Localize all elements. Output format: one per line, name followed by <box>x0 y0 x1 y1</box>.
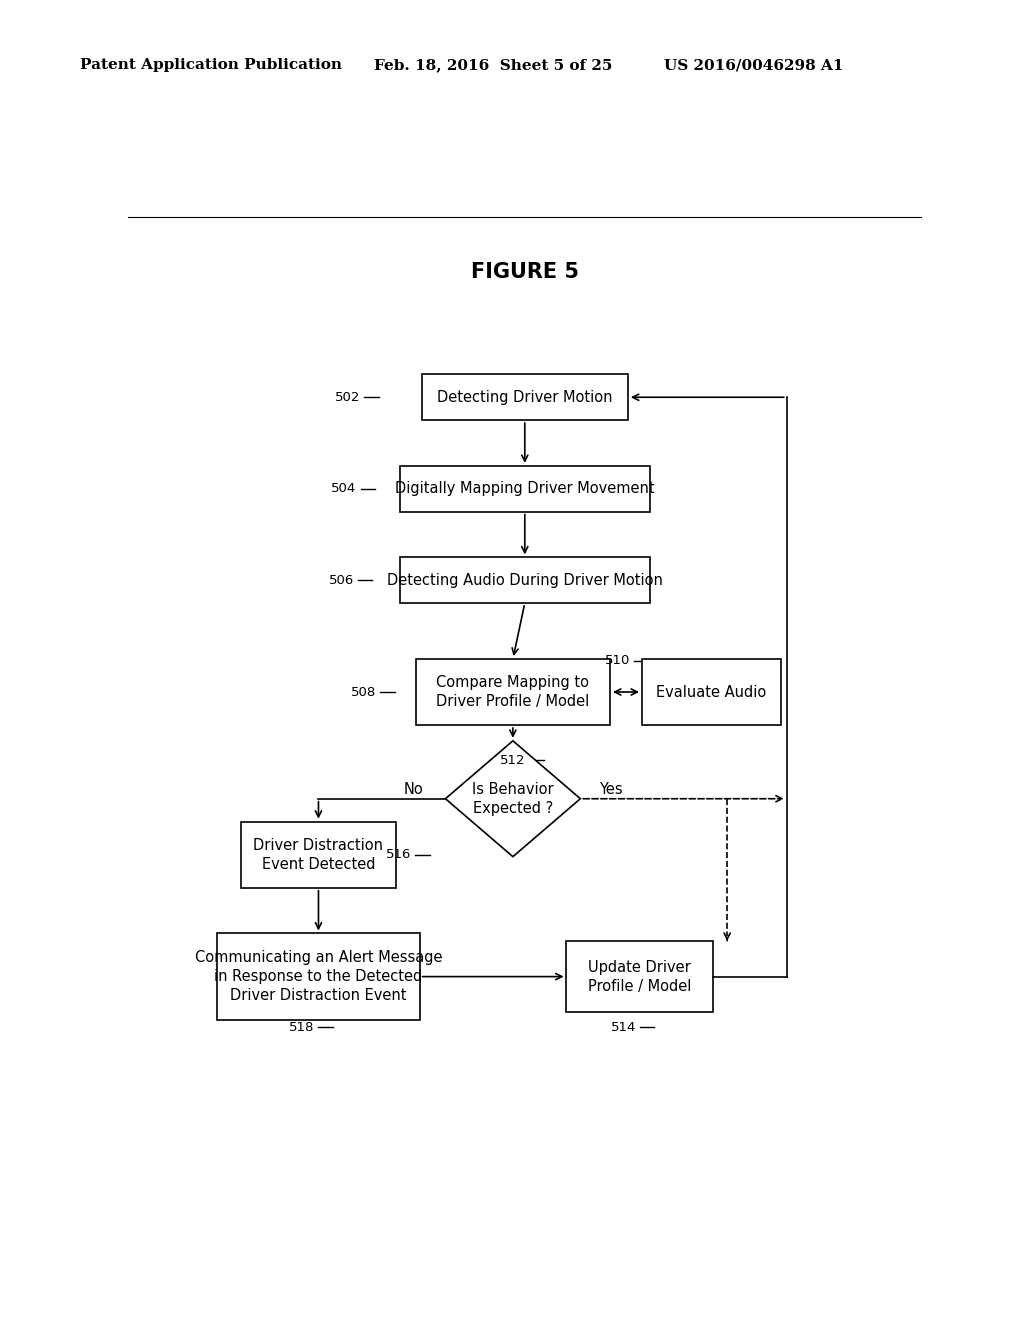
Text: Communicating an Alert Message
in Response to the Detected
Driver Distraction Ev: Communicating an Alert Message in Respon… <box>195 950 442 1003</box>
FancyBboxPatch shape <box>416 659 610 725</box>
Text: US 2016/0046298 A1: US 2016/0046298 A1 <box>664 58 843 73</box>
Text: Evaluate Audio: Evaluate Audio <box>656 685 766 700</box>
Text: 518: 518 <box>289 1020 314 1034</box>
Text: Detecting Driver Motion: Detecting Driver Motion <box>437 389 612 405</box>
Text: Detecting Audio During Driver Motion: Detecting Audio During Driver Motion <box>387 573 663 587</box>
FancyBboxPatch shape <box>422 375 628 420</box>
FancyBboxPatch shape <box>642 659 780 725</box>
Text: Patent Application Publication: Patent Application Publication <box>80 58 342 73</box>
Text: 502: 502 <box>335 391 360 404</box>
Text: Yes: Yes <box>599 781 623 797</box>
Text: 514: 514 <box>610 1020 636 1034</box>
Text: Compare Mapping to
Driver Profile / Model: Compare Mapping to Driver Profile / Mode… <box>436 675 590 709</box>
FancyBboxPatch shape <box>399 557 650 603</box>
Text: 510: 510 <box>605 653 631 667</box>
Text: No: No <box>403 781 424 797</box>
Text: 508: 508 <box>351 685 377 698</box>
Text: Is Behavior
Expected ?: Is Behavior Expected ? <box>472 781 554 816</box>
Text: 506: 506 <box>329 574 354 586</box>
Text: Driver Distraction
Event Detected: Driver Distraction Event Detected <box>254 837 383 871</box>
FancyBboxPatch shape <box>217 933 420 1020</box>
FancyBboxPatch shape <box>566 941 714 1012</box>
Text: 516: 516 <box>386 849 412 861</box>
Text: 512: 512 <box>500 754 525 767</box>
FancyBboxPatch shape <box>241 821 396 887</box>
Text: FIGURE 5: FIGURE 5 <box>471 263 579 282</box>
Text: Feb. 18, 2016  Sheet 5 of 25: Feb. 18, 2016 Sheet 5 of 25 <box>374 58 612 73</box>
FancyBboxPatch shape <box>399 466 650 512</box>
Text: 504: 504 <box>332 482 356 495</box>
Text: Update Driver
Profile / Model: Update Driver Profile / Model <box>588 960 691 994</box>
Text: Digitally Mapping Driver Movement: Digitally Mapping Driver Movement <box>395 482 654 496</box>
Polygon shape <box>445 741 581 857</box>
